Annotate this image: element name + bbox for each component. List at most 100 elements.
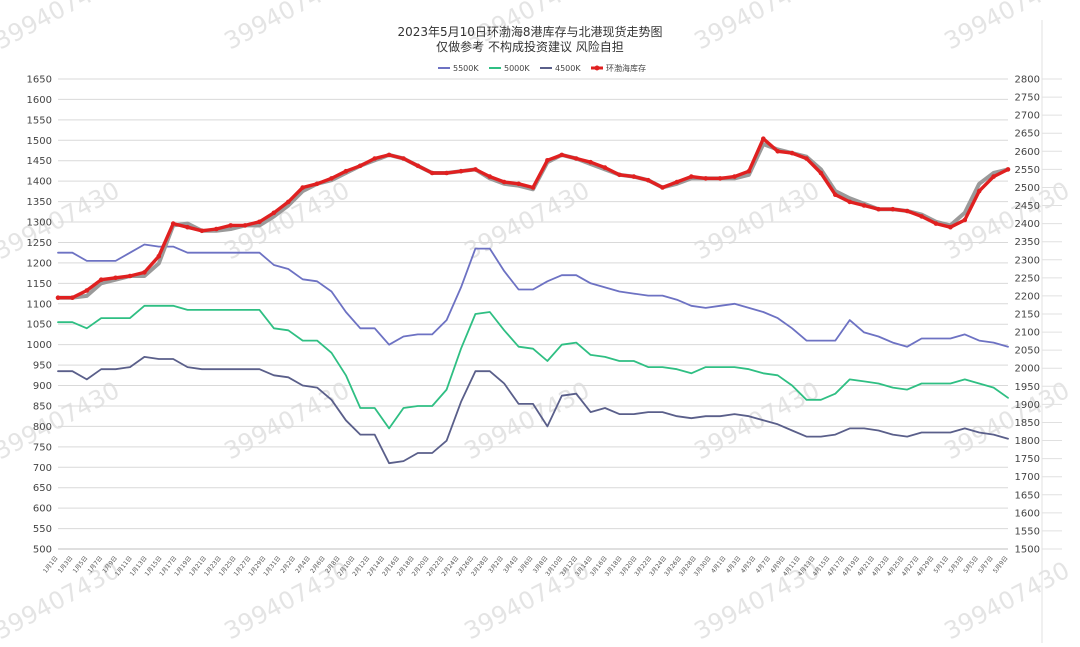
y-left-tick-label: 550 xyxy=(33,524,52,535)
y-right-tick-label: 1850 xyxy=(1015,418,1040,429)
y-left-tick-label: 1650 xyxy=(27,75,52,86)
y-left-tick-label: 600 xyxy=(33,504,52,515)
legend-label: 5000K xyxy=(504,64,530,73)
data-point xyxy=(775,149,780,154)
data-point xyxy=(401,156,406,161)
y-left-tick-label: 700 xyxy=(33,463,52,474)
data-point xyxy=(55,295,61,301)
y-right-tick-label: 2050 xyxy=(1015,346,1040,357)
data-point xyxy=(732,174,737,179)
legend-marker xyxy=(594,65,600,71)
y-left-tick-label: 1500 xyxy=(27,136,52,147)
data-point xyxy=(170,221,176,226)
data-point xyxy=(530,185,536,190)
series-line-5500K xyxy=(57,243,1009,348)
y-right-tick-label: 1750 xyxy=(1015,454,1040,465)
y-axis-right: 1500 1550 1600 1650 1700 1750 1800 1850 1900 1950… xyxy=(1015,75,1040,556)
y-left-tick-label: 500 xyxy=(33,545,52,556)
series-line-5000K xyxy=(57,304,1009,430)
y-right-tick-label: 1950 xyxy=(1015,382,1040,393)
data-point xyxy=(458,168,464,174)
y-right-tick-label: 1600 xyxy=(1015,508,1040,519)
data-point xyxy=(904,208,910,214)
y-left-tick-label: 1200 xyxy=(27,258,52,269)
data-point xyxy=(545,158,550,163)
data-point xyxy=(689,174,694,179)
data-point xyxy=(573,156,579,161)
data-point xyxy=(98,277,104,283)
series-group xyxy=(55,136,1011,465)
data-point xyxy=(602,165,608,170)
legend-label: 环渤海库存 xyxy=(606,63,646,73)
data-point xyxy=(674,179,680,185)
data-point xyxy=(761,136,766,141)
grid-lines xyxy=(58,20,1062,643)
data-point xyxy=(386,152,392,158)
data-point xyxy=(991,174,996,179)
data-point xyxy=(429,170,435,176)
watermark-text: 399407430 xyxy=(690,176,824,265)
legend-label: 5500K xyxy=(453,64,479,73)
data-point xyxy=(962,217,968,223)
y-right-tick-label: 1900 xyxy=(1015,400,1040,411)
data-point xyxy=(70,295,75,301)
data-point xyxy=(142,270,147,275)
watermark-text: 399407430 xyxy=(460,376,594,465)
data-point xyxy=(300,185,306,190)
data-point xyxy=(343,168,349,174)
y-left-tick-label: 950 xyxy=(33,361,52,372)
data-point xyxy=(127,273,133,279)
data-point xyxy=(645,177,651,183)
data-point xyxy=(271,210,277,216)
y-right-tick-label: 2700 xyxy=(1015,111,1040,122)
y-right-tick-label: 1700 xyxy=(1015,472,1040,483)
data-point xyxy=(833,192,838,197)
y-right-tick-label: 2000 xyxy=(1015,364,1040,375)
watermark-text: 399407430 xyxy=(220,0,354,55)
y-left-tick-label: 1450 xyxy=(27,156,52,167)
data-point xyxy=(976,188,982,194)
data-point xyxy=(84,288,90,293)
y-right-tick-label: 2300 xyxy=(1015,255,1040,266)
y-right-tick-label: 1500 xyxy=(1015,545,1040,556)
legend: 5500K 5000K 4500K 环渤海库存 xyxy=(438,63,646,73)
y-left-tick-label: 750 xyxy=(33,442,52,453)
data-point xyxy=(372,156,378,161)
data-point xyxy=(242,223,248,228)
data-point xyxy=(818,170,824,176)
data-point xyxy=(156,253,162,259)
data-point xyxy=(473,167,478,172)
y-right-tick-label: 2650 xyxy=(1015,129,1040,140)
y-left-tick-label: 650 xyxy=(33,483,52,494)
data-point xyxy=(789,150,795,156)
y-right-tick-label: 2550 xyxy=(1015,165,1040,176)
watermark-text: 399407430 xyxy=(220,376,354,465)
y-right-tick-label: 2250 xyxy=(1015,273,1040,284)
watermark-text: 399407430 xyxy=(940,0,1074,55)
y-right-tick-label: 2500 xyxy=(1015,183,1040,194)
data-point xyxy=(501,179,507,185)
chart-subtitle: 仅做参考 不构成投资建议 风险自担 xyxy=(436,39,624,54)
data-point xyxy=(185,224,190,230)
x-tick-label: 5月9日 xyxy=(992,555,1010,575)
y-left-tick-label: 1550 xyxy=(27,115,52,126)
data-point xyxy=(314,181,320,187)
data-point xyxy=(876,206,881,212)
data-point xyxy=(804,156,809,161)
y-left-tick-label: 1350 xyxy=(27,197,52,208)
y-right-tick-label: 2100 xyxy=(1015,328,1040,339)
y-left-tick-label: 1600 xyxy=(27,95,52,106)
chart-title: 2023年5月10日环渤海8港库存与北港现货走势图 xyxy=(397,24,662,39)
y-left-tick-label: 1000 xyxy=(27,340,52,351)
data-point xyxy=(703,176,708,181)
y-left-tick-label: 800 xyxy=(33,422,52,433)
y-right-tick-label: 1550 xyxy=(1015,526,1040,537)
y-left-tick-label: 1300 xyxy=(27,218,52,229)
y-left-tick-label: 1050 xyxy=(27,320,52,331)
y-left-tick-label: 1400 xyxy=(27,177,52,188)
y-right-tick-label: 2750 xyxy=(1015,93,1040,104)
data-point xyxy=(717,176,723,181)
data-point xyxy=(631,174,637,179)
